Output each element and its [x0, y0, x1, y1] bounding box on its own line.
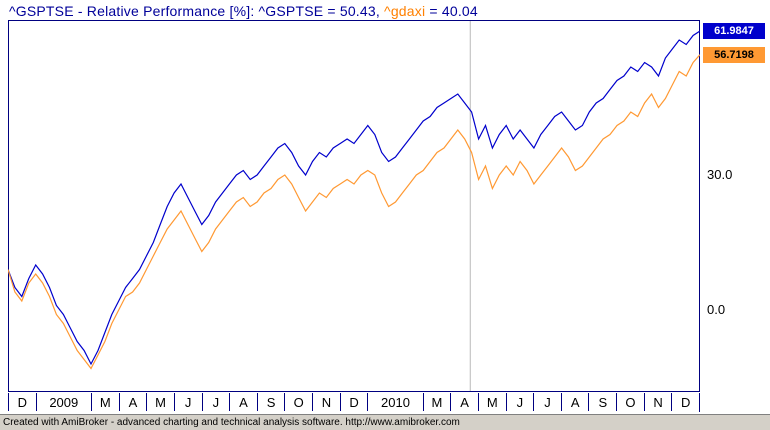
y-axis-label: 30.0: [707, 167, 733, 182]
price-chart-pane[interactable]: [8, 20, 700, 392]
x-axis-label: S: [256, 393, 285, 411]
x-axis-label: O: [284, 393, 312, 411]
series-line-gdaxi: [8, 54, 700, 370]
x-axis-label: O: [616, 393, 644, 411]
x-axis-label: A: [118, 393, 147, 411]
chart-title-main: ^GSPTSE - Relative Performance [%]: ^GSP…: [9, 3, 385, 19]
x-axis-label: N: [312, 393, 340, 411]
x-axis-label: A: [560, 393, 589, 411]
y-axis-label: 0.0: [707, 302, 726, 317]
x-axis-label: A: [450, 393, 478, 411]
x-axis-label: M: [146, 393, 174, 411]
x-axis-label: J: [201, 393, 230, 411]
x-axis-label: D: [339, 393, 368, 411]
x-axis-label: J: [533, 393, 561, 411]
x-axis-label: M: [90, 393, 119, 411]
status-bar-text: Created with AmiBroker - advanced charti…: [3, 417, 460, 428]
plot-border: [8, 20, 700, 392]
chart-title-gdaxi-value: = 40.04: [425, 3, 478, 19]
last-value-badge-gsptse: 61.9847: [703, 23, 765, 39]
x-axis-label: S: [588, 393, 616, 411]
chart-title: ^GSPTSE - Relative Performance [%]: ^GSP…: [9, 3, 478, 19]
x-axis-label: N: [643, 393, 672, 411]
x-axis-label: 2010: [367, 393, 422, 411]
x-axis-label: D: [671, 393, 699, 411]
x-axis: D 2009 M A M J J A S O N D 2010 M A M J J A S O N D: [8, 393, 700, 412]
x-axis-label: A: [229, 393, 257, 411]
x-axis-label: D: [8, 393, 36, 411]
x-axis-label: M: [422, 393, 451, 411]
series-line-gsptse: [8, 30, 700, 366]
x-axis-label: J: [505, 393, 534, 411]
relative-performance-plot[interactable]: [8, 20, 700, 392]
status-bar: Created with AmiBroker - advanced charti…: [0, 414, 770, 430]
x-axis-label: M: [477, 393, 506, 411]
x-axis-label: 2009: [35, 393, 91, 411]
x-axis-label: J: [173, 393, 202, 411]
last-value-badge-gdaxi: 56.7198: [703, 47, 765, 63]
chart-title-gdaxi: ^gdaxi: [384, 3, 426, 19]
